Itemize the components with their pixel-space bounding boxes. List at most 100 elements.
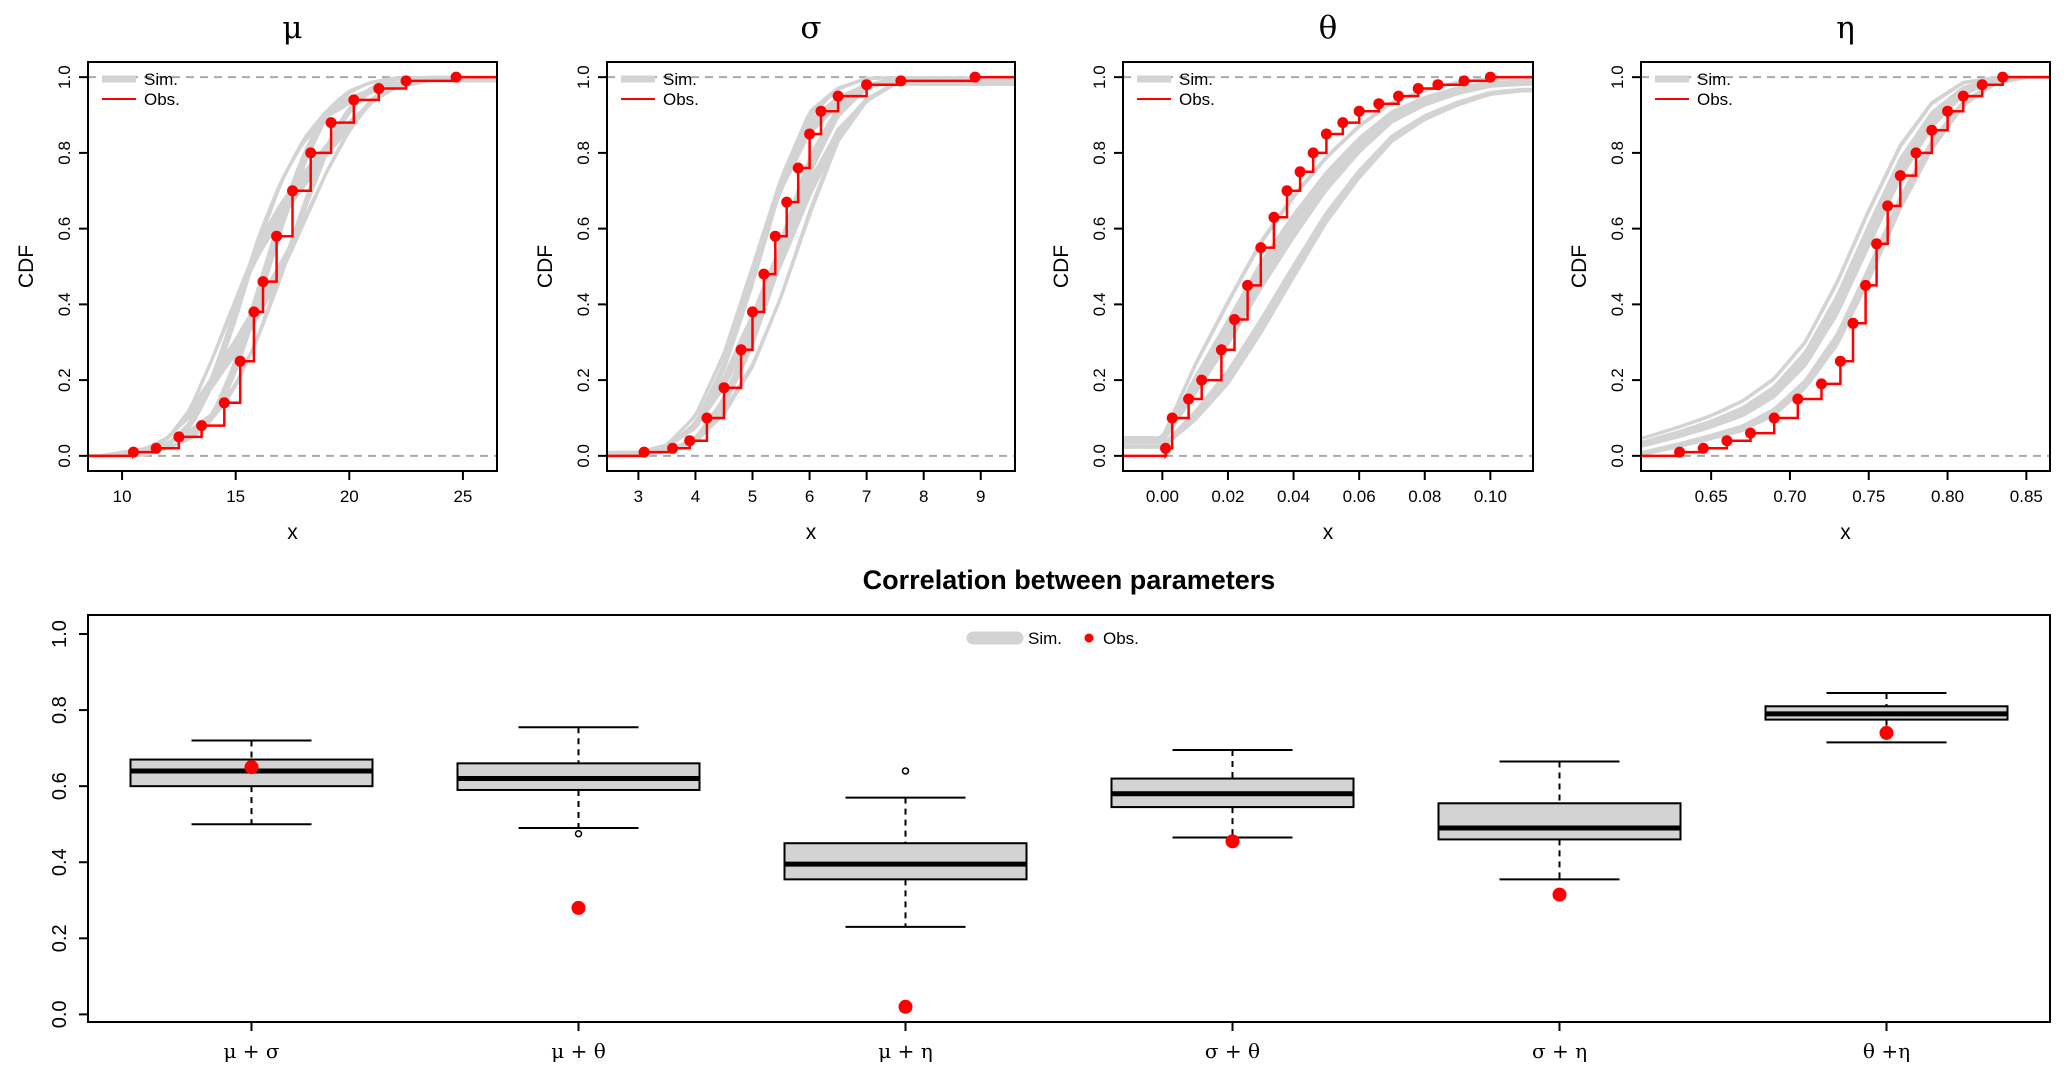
cdf-mu-obs-point bbox=[305, 147, 317, 159]
cdf-sigma-obs-point bbox=[769, 230, 781, 242]
cdf-sigma-obs-point bbox=[861, 79, 873, 91]
cdf-sigma-ytick-label: 0.8 bbox=[574, 141, 593, 165]
cdf-eta-obs-series bbox=[1641, 71, 2050, 458]
cdf-eta-obs-point bbox=[1816, 378, 1827, 390]
cdf-eta-ytick-label: 0.0 bbox=[1608, 444, 1627, 468]
cdf-eta-obs-point bbox=[1894, 170, 1906, 182]
cdf-sigma-obs-point bbox=[804, 128, 816, 140]
cdf-theta-ytick-label: 0.6 bbox=[1090, 217, 1109, 241]
cdf-sigma-ylabel: CDF bbox=[534, 245, 557, 288]
cdf-eta-xtick-label: 0.65 bbox=[1695, 487, 1728, 506]
cdf-eta-sim-curve bbox=[1641, 75, 2050, 440]
cdf-theta-obs-point bbox=[1432, 79, 1444, 91]
cdf-mu-obs-point bbox=[400, 75, 412, 87]
cdf-mu-sim-curve bbox=[88, 75, 497, 458]
cdf-sigma-xtick-label: 8 bbox=[919, 487, 928, 506]
cdf-mu-ytick-label: 0.8 bbox=[55, 141, 74, 165]
cdf-mu-ytick-label: 1.0 bbox=[55, 65, 74, 89]
cdf-mu-frame bbox=[87, 61, 498, 472]
cdf-sigma-ytick-label: 0.0 bbox=[574, 444, 593, 468]
cdf-sigma-legend-obs-label: Obs. bbox=[663, 90, 699, 109]
cdf-eta-xlabel: x bbox=[1840, 521, 1851, 544]
cdf-theta-obs-point bbox=[1196, 374, 1208, 386]
cdf-sigma-obs-point bbox=[684, 435, 696, 447]
cdf-theta-obs-point bbox=[1229, 314, 1240, 325]
cdf-sigma-obs-series bbox=[607, 71, 1015, 458]
cdf-theta-sim-curve bbox=[1123, 81, 1533, 443]
boxplot-ytick-label: 0.8 bbox=[49, 696, 71, 724]
box-observed-point bbox=[571, 900, 586, 915]
cdf-mu-legend-sim-label: Sim. bbox=[144, 70, 178, 89]
cdf-sigma-xtick-label: 5 bbox=[748, 487, 757, 506]
cdf-mu-sim-curve bbox=[88, 75, 497, 458]
cdf-sigma-obs-point bbox=[792, 162, 804, 174]
cdf-theta-obs-series bbox=[1123, 71, 1533, 460]
cdf-theta-title: θ bbox=[1319, 10, 1338, 46]
cdf-mu-obs-point bbox=[373, 83, 385, 94]
cdf-eta-ytick-label: 0.6 bbox=[1608, 217, 1627, 241]
cdf-mu-xtick-label: 10 bbox=[113, 487, 132, 506]
cdf-theta-obs-point bbox=[1166, 412, 1178, 424]
cdf-mu-xtick-label: 20 bbox=[340, 487, 359, 506]
box-observed-point bbox=[898, 999, 913, 1014]
cdf-eta-obs-point bbox=[1860, 279, 1872, 291]
boxplot-title: Correlation between parameters bbox=[863, 565, 1276, 595]
cdf-mu-obs-line bbox=[88, 75, 497, 460]
cdf-sigma-obs-point bbox=[969, 71, 981, 83]
cdf-theta-legend-obs-label: Obs. bbox=[1179, 90, 1215, 109]
cdf-eta-obs-point bbox=[1997, 71, 2009, 83]
cdf-eta-legend-obs-label: Obs. bbox=[1697, 90, 1733, 109]
cdf-eta-sim-curves bbox=[1641, 75, 2050, 456]
cdf-eta-ytick-label: 1.0 bbox=[1608, 65, 1627, 89]
cdf-theta-sim-curve bbox=[1123, 88, 1533, 448]
cdf-mu-ytick-label: 0.6 bbox=[55, 217, 74, 241]
cdf-mu-sim-curve bbox=[88, 77, 497, 458]
cdf-sigma-ytick-label: 0.4 bbox=[574, 293, 593, 317]
cdf-sigma-obs-point bbox=[735, 344, 747, 356]
cdf-eta-frame bbox=[1640, 61, 2051, 472]
cdf-eta-xtick-label: 0.85 bbox=[2010, 487, 2043, 506]
cdf-mu-obs-point bbox=[287, 185, 298, 197]
cdf-eta-ytick-label: 0.4 bbox=[1608, 293, 1627, 317]
cdf-sigma-obs-point bbox=[747, 306, 758, 318]
cdf-sigma-frame bbox=[606, 61, 1016, 472]
cdf-eta-obs-point bbox=[1768, 412, 1780, 424]
cdf-theta-ytick-label: 0.4 bbox=[1090, 293, 1109, 317]
boxplot-category-label: σ + η bbox=[1532, 1039, 1587, 1063]
cdf-sigma-ytick-label: 0.2 bbox=[574, 368, 593, 392]
cdf-mu-ylabel: CDF bbox=[15, 245, 38, 288]
cdf-theta-sim-curve bbox=[1123, 89, 1533, 449]
cdf-theta-obs-point bbox=[1183, 393, 1195, 405]
boxplot-ytick-label: 0.6 bbox=[49, 772, 71, 800]
cdf-mu-sim-curve bbox=[88, 78, 497, 458]
cdf-sigma-ytick-label: 1.0 bbox=[574, 65, 593, 89]
cdf-theta-obs-point bbox=[1255, 242, 1267, 254]
cdf-mu-obs-point bbox=[450, 71, 462, 83]
cdf-sigma-legend-sim-label: Sim. bbox=[663, 70, 697, 89]
cdf-mu-obs-series bbox=[88, 71, 497, 460]
cdf-eta-sim-curve bbox=[1641, 75, 2050, 440]
cdf-eta-obs-point bbox=[1871, 238, 1883, 250]
cdf-theta-obs-point bbox=[1458, 75, 1470, 87]
cdf-mu-sim-curve bbox=[88, 76, 497, 458]
cdf-theta-ylabel: CDF bbox=[1050, 245, 1073, 288]
cdf-eta-obs-point bbox=[1792, 393, 1804, 405]
cdf-eta-obs-point bbox=[1834, 355, 1846, 367]
cdf-mu-obs-point bbox=[257, 276, 269, 288]
box-observed-point bbox=[1225, 834, 1240, 849]
box-iqr bbox=[1437, 802, 1682, 841]
cdf-theta-obs-point bbox=[1484, 71, 1496, 83]
cdf-mu-sim-curve bbox=[88, 77, 497, 458]
cdf-sigma-title: σ bbox=[800, 10, 821, 46]
box-observed-point bbox=[244, 760, 259, 775]
cdf-mu-obs-point bbox=[150, 442, 162, 454]
boxplot-ytick-label: 1.0 bbox=[49, 620, 71, 648]
cdf-mu-ytick-label: 0.0 bbox=[55, 444, 74, 468]
cdf-theta-obs-point bbox=[1393, 90, 1404, 102]
cdf-sigma-xtick-label: 3 bbox=[634, 487, 643, 506]
cdf-eta-sim-curve bbox=[1641, 75, 2050, 440]
cdf-theta-sim-curve bbox=[1123, 89, 1533, 449]
cdf-mu-sim-curve bbox=[88, 77, 497, 458]
cdf-eta-ylabel: CDF bbox=[1568, 245, 1591, 288]
cdf-mu-sim-curve bbox=[88, 75, 497, 458]
